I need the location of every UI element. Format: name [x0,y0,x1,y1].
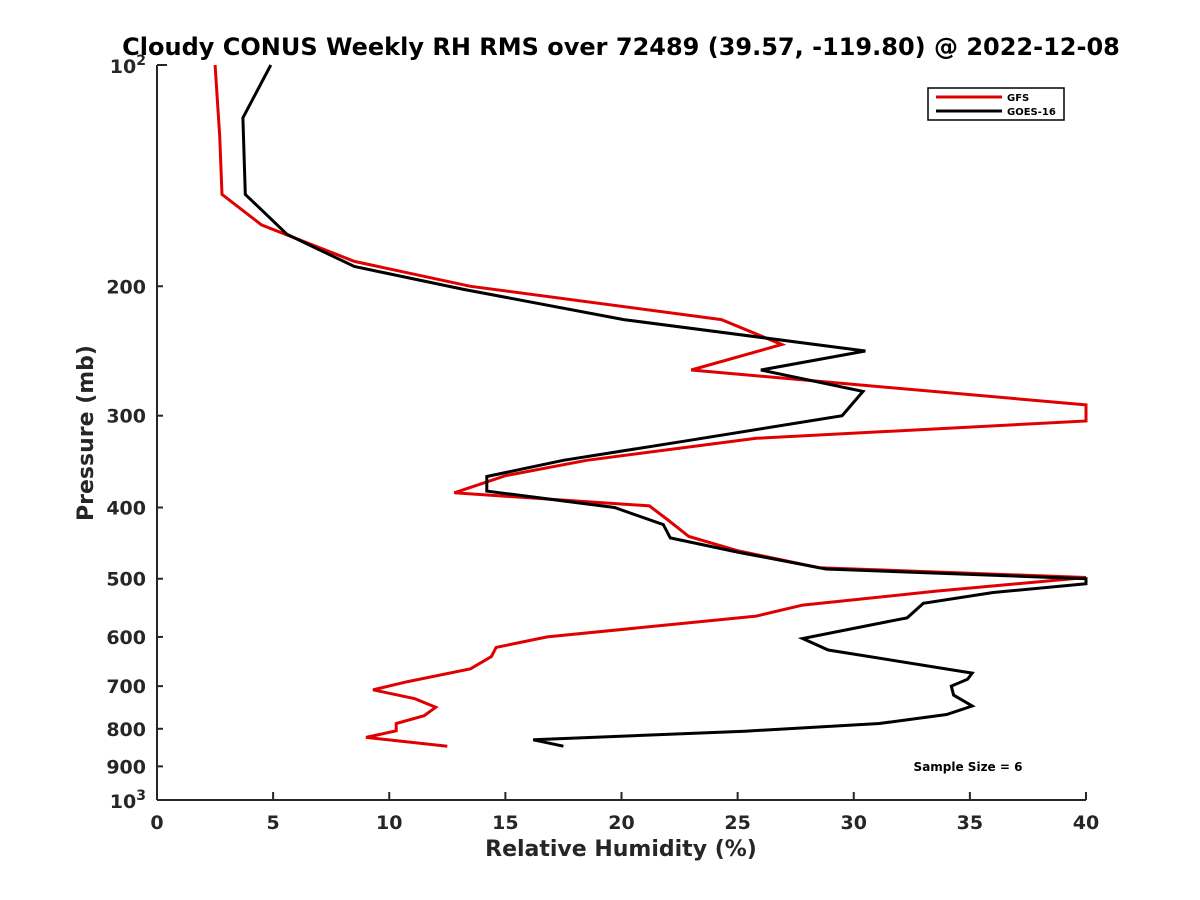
y-axis-label: Pressure (mb) [74,345,99,521]
y-decade-label: 102 [110,53,146,78]
series-line-gfs [213,64,1088,748]
legend-box [927,87,1065,121]
y-tick-label: 800 [106,719,146,741]
x-tick-label: 40 [1073,812,1099,834]
y-tick-label: 900 [106,756,146,778]
y-decade-label: 103 [110,788,146,813]
y-tick-label: 400 [106,498,146,520]
axes-layer [156,65,1086,801]
x-tick-label: 20 [608,812,634,834]
x-tick-label: 10 [376,812,402,834]
x-tick-label: 25 [724,812,750,834]
chart-title: Cloudy CONUS Weekly RH RMS over 72489 (3… [122,33,1120,61]
x-tick-label: 15 [492,812,518,834]
legend-label: GOES-16 [1007,107,1056,118]
x-tick-label: 30 [841,812,867,834]
y-tick-label: 200 [106,276,146,298]
y-tick-label: 700 [106,676,146,698]
y-tick-label: 600 [106,627,146,649]
x-tick-label: 35 [957,812,983,834]
series-line-goes-16 [241,64,1088,748]
y-tick-label: 500 [106,569,146,591]
y-tick-label: 300 [106,406,146,428]
x-tick-label: 5 [267,812,280,834]
sample-size-annotation: Sample Size = 6 [914,760,1023,774]
legend-label: GFS [1007,93,1029,104]
ticks-layer: 0 5 10 15 20 25 30 35 40 102 103 200 300 400 500 600 700… [106,53,1099,834]
x-tick-label: 0 [150,812,163,834]
x-axis-label: Relative Humidity (%) [485,837,757,862]
legend: GFS GOES-16 [927,87,1065,121]
series-layer [213,64,1088,748]
